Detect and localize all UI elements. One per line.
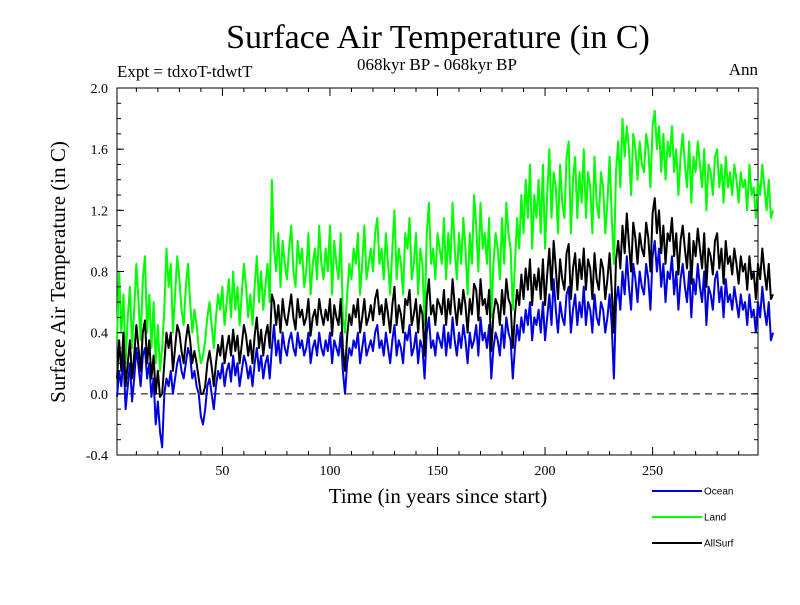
y-axis-label: Surface Air Temperature (in C) (46, 141, 70, 403)
chart-subtitle-right: Ann (729, 60, 759, 79)
x-tick-label: 50 (215, 464, 229, 479)
chart-title: Surface Air Temperature (in C) (226, 19, 650, 56)
y-tick-label: -0.4 (86, 449, 108, 464)
chart-subtitle-left: Expt = tdxoT-tdwtT (117, 62, 253, 81)
legend-label-land: Land (704, 513, 726, 524)
y-tick-label: 0.0 (91, 388, 109, 403)
plot-area: -0.4 0.0 0.4 0.8 1.2 1.6 2.0 50 100 150 200 250 (86, 82, 775, 479)
chart-subtitle-center: 068kyr BP - 068kyr BP (357, 55, 517, 74)
x-tick-label: 200 (535, 464, 556, 479)
legend-label-ocean: Ocean (704, 487, 733, 498)
y-tick-label: 1.2 (91, 204, 109, 219)
legend-label-allsurf: AllSurf (704, 539, 734, 550)
x-axis-label: Time (in years since start) (329, 484, 548, 508)
series-line-ocean (116, 239, 775, 449)
x-tick-label: 250 (642, 464, 663, 479)
series-line-land (116, 109, 775, 372)
y-tick-label: 1.6 (91, 143, 109, 158)
y-tick-label: 0.8 (91, 266, 109, 281)
series-layer (116, 109, 775, 449)
tick-layer: -0.4 0.0 0.4 0.8 1.2 1.6 2.0 50 100 150 200 250 (86, 82, 758, 479)
series-line-allsurf (116, 197, 774, 398)
x-tick-label: 150 (427, 464, 448, 479)
y-tick-label: 0.4 (91, 327, 109, 342)
x-tick-label: 100 (319, 464, 340, 479)
legend: Ocean Land AllSurf (652, 487, 734, 550)
y-tick-label: 2.0 (91, 82, 109, 97)
